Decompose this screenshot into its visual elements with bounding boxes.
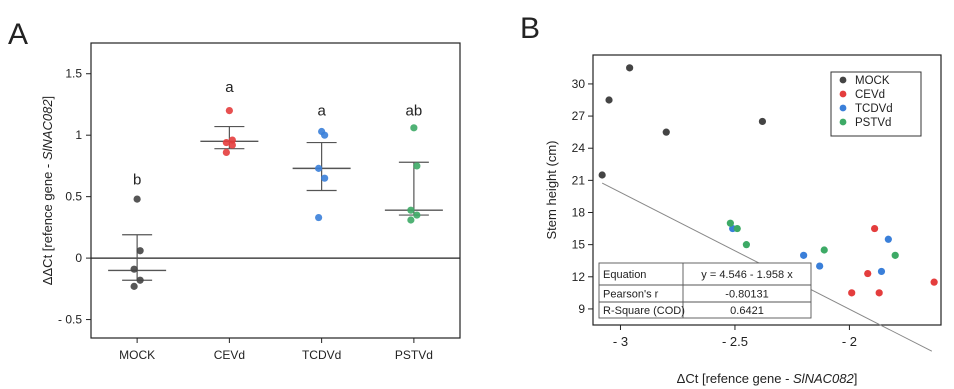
- significance-letter-mock: b: [133, 171, 141, 188]
- y-tick-label-b: 9: [578, 302, 585, 316]
- data-point-mock: [758, 117, 767, 126]
- stats-table-label: Pearson's r: [603, 289, 659, 301]
- y-tick-label-b: 24: [572, 141, 586, 155]
- y-tick-label-a: 0.5: [65, 190, 82, 204]
- data-point-mock: [130, 265, 138, 273]
- data-point-tcdvd: [816, 262, 824, 270]
- stats-table: [598, 262, 812, 319]
- legend-marker-tcdvd: [839, 104, 847, 112]
- legend-box: [830, 71, 922, 137]
- data-point-cevd: [875, 289, 883, 297]
- stats-table-value: -0.80131: [725, 289, 768, 301]
- data-point-mock: [598, 171, 606, 179]
- data-point-pstvd: [820, 246, 828, 254]
- y-tick-label-b: 18: [572, 206, 586, 220]
- data-point-pstvd: [410, 124, 418, 132]
- x-axis-title-prefix-b: ΔCt [refence gene -: [677, 371, 793, 386]
- data-point-mock: [136, 247, 144, 255]
- x-tick-label-a: MOCK: [119, 348, 155, 362]
- data-point-tcdvd: [884, 235, 892, 243]
- data-point-pstvd: [726, 219, 734, 227]
- y-tick-label-b: 15: [572, 238, 586, 252]
- data-point-cevd: [222, 148, 230, 156]
- plot-frame-a: [90, 42, 461, 339]
- data-point-pstvd: [413, 162, 421, 170]
- data-point-cevd: [864, 269, 872, 278]
- legend-marker-pstvd: [839, 118, 847, 126]
- legend-marker-cevd: [839, 90, 847, 98]
- x-tick-label-a: TCDVd: [302, 348, 341, 362]
- x-axis-title-gene-b: SlNAC082: [793, 371, 854, 386]
- legend-label-cevd: CEVd: [855, 89, 885, 101]
- data-point-tcdvd: [315, 213, 323, 222]
- data-point-pstvd: [413, 211, 421, 219]
- stats-table-value: 0.6421: [730, 305, 764, 317]
- data-point-cevd: [871, 224, 879, 233]
- data-point-mock: [130, 282, 138, 290]
- data-point-mock: [605, 96, 613, 104]
- significance-letter-pstvd: ab: [406, 103, 423, 120]
- legend-label-pstvd: PSTVd: [855, 117, 891, 129]
- data-point-tcdvd: [315, 164, 323, 172]
- x-axis-title-suffix-b: ]: [854, 371, 858, 386]
- data-point-mock: [136, 276, 144, 284]
- x-tick-label-b: - 2: [842, 334, 857, 349]
- data-point-mock: [133, 195, 141, 203]
- data-point-tcdvd: [877, 267, 886, 276]
- data-point-tcdvd: [800, 251, 808, 259]
- legend-marker-mock: [839, 76, 847, 84]
- y-tick-label-a: 1.5: [65, 67, 82, 81]
- legend-label-mock: MOCK: [855, 75, 890, 87]
- y-tick-label-a: - 0.5: [58, 313, 82, 327]
- data-point-tcdvd: [321, 174, 329, 182]
- stats-table-value: y = 4.546 - 1.958 x: [701, 269, 793, 281]
- chart-panel-a: - 0.5 0 0.5 1 1.5 ΔΔCt [refence gene - SlNAC0…: [40, 42, 461, 362]
- y-axis-title-prefix-a: ΔΔCt [refence gene -: [40, 160, 55, 285]
- data-point-pstvd: [733, 224, 741, 233]
- data-point-pstvd: [407, 216, 415, 224]
- panel-a-letter: A: [8, 18, 28, 51]
- y-tick-label-a: 1: [75, 128, 82, 142]
- x-axis-title-b: ΔCt [refence gene - SlNAC082]: [677, 371, 858, 386]
- y-tick-label-b: 27: [572, 109, 586, 123]
- data-point-mock: [662, 128, 670, 136]
- data-point-cevd: [228, 141, 236, 149]
- data-point-tcdvd: [321, 131, 329, 139]
- x-tick-label-b: - 3: [613, 334, 628, 349]
- y-tick-label-b: 30: [572, 77, 586, 91]
- data-point-cevd: [225, 107, 233, 115]
- data-point-cevd: [222, 138, 230, 147]
- legend-label-tcdvd: TCDVd: [855, 103, 893, 115]
- data-point-mock: [626, 64, 634, 72]
- y-tick-label-a: 0: [75, 251, 82, 265]
- y-axis-title-gene-a: SlNAC082: [40, 99, 55, 160]
- significance-letter-cevd: a: [225, 79, 234, 96]
- x-tick-label-b: - 2.5: [722, 334, 748, 349]
- chart-panel-b: 9 12 15 18 21 24 27 30 - 3 - 2.5 - 2 Stem height (c…: [544, 54, 942, 386]
- x-tick-label-a: PSTVd: [395, 348, 433, 362]
- y-tick-label-b: 12: [572, 270, 586, 284]
- y-axis-title-a: ΔΔCt [refence gene - SlNAC082]: [40, 96, 55, 285]
- y-axis-title-b: Stem height (cm): [544, 141, 559, 240]
- panel-b-letter: B: [520, 12, 540, 45]
- stats-table-label: Equation: [603, 269, 646, 281]
- y-axis-title-suffix-a: ]: [40, 96, 55, 100]
- x-tick-label-a: CEVd: [214, 348, 245, 362]
- data-point-pstvd: [742, 241, 750, 249]
- stats-table-label: R-Square (COD): [603, 305, 685, 317]
- significance-letter-tcdvd: a: [317, 103, 326, 120]
- data-point-pstvd: [407, 206, 415, 214]
- data-point-cevd: [848, 289, 856, 297]
- plot-frame-b: [592, 54, 942, 326]
- y-tick-label-b: 21: [572, 173, 586, 187]
- data-point-pstvd: [891, 251, 899, 259]
- data-point-cevd: [930, 278, 938, 286]
